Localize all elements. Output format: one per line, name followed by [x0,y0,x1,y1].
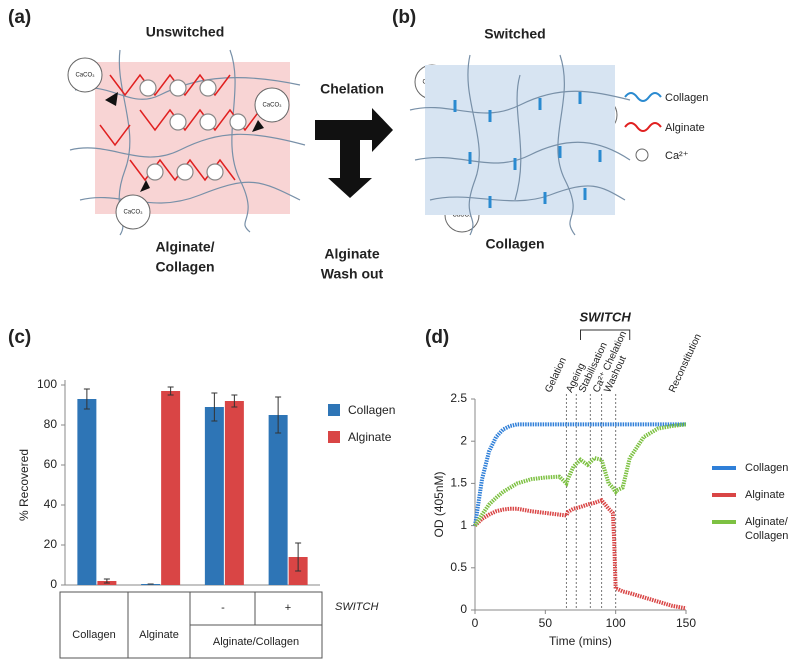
bar [204,407,224,585]
calcium-ions [139,79,247,181]
arrows [105,92,393,198]
legend-label: Alginate/ Collagen [745,516,789,542]
legend-label: Alginate [745,489,785,501]
legend-label: Collagen [348,403,395,417]
y-tick-label: 1.5 [450,476,467,490]
x-axis-label: Time (mins) [549,634,612,648]
group-label: Alginate/Collagen [213,636,299,648]
y-tick-label: 0 [50,577,57,591]
panel-label: (d) [425,327,449,348]
legend-swatch [328,431,340,443]
y-tick-label: 1 [460,518,467,532]
legend-label: Alginate [348,430,392,444]
x-tick-label: 150 [676,616,696,630]
switch-label: SWITCH [579,309,631,324]
crosslinks [453,92,602,208]
bar [268,415,288,585]
process-label: Chelation [320,81,384,97]
process-label: Alginate [324,246,379,262]
panel-label: (b) [392,7,416,28]
y-tick-label: 0 [460,602,467,616]
diagram-label: Collagen [485,236,544,252]
collagen-fibres [409,54,631,236]
diagram-title: Switched [484,26,545,42]
y-tick-label: 80 [44,417,58,431]
panel-label: (c) [8,327,31,348]
y-tick-label: 2.5 [450,391,467,405]
caco3-label: CaCO₃ [262,103,282,109]
bar [224,401,244,585]
legend-label: Alginate [665,122,705,134]
y-tick-label: 0.5 [450,560,467,574]
data-line [473,422,687,527]
data-line [473,422,686,526]
legend-label: Ca²⁺ [665,150,689,162]
x-tick-label: Alginate [139,629,179,641]
error-bar [231,394,238,408]
y-axis-label: OD (405nM) [432,471,446,537]
switch-bracket [580,329,631,340]
panel-label: (a) [8,7,31,28]
bar [77,399,97,585]
process-label: Wash out [321,266,384,282]
phase-label: Reconstitution [667,332,704,394]
error-bar [167,386,174,396]
error-bar [103,578,110,584]
x-tick-label: + [285,602,291,614]
y-tick-label: 60 [44,457,58,471]
caco3-label: CaCO₃ [75,73,95,79]
gel-background [95,62,290,214]
data-line [473,497,687,611]
collagen-fibres [69,49,306,236]
error-bar [83,388,90,410]
y-axis-label: % Recovered [17,449,31,521]
caco3-label: CaCO₃ [123,210,143,216]
bar [161,391,181,585]
caco3-label: CaCO₃ [452,213,472,219]
y-tick-label: 20 [44,537,58,551]
y-tick-label: 40 [44,497,58,511]
legend-symbol [624,92,662,102]
legend-label: Collagen [745,462,789,474]
legend-symbol [624,122,662,132]
x-tick-label: Collagen [72,629,115,641]
legend-label: Collagen [665,92,708,104]
legend-swatch [328,404,340,416]
error-bar [211,392,218,422]
x-tick-label: 100 [606,616,626,630]
diagram-label: Alginate/ [155,239,214,255]
y-tick-label: 100 [37,377,57,391]
x-tick-label: 0 [472,616,479,630]
switch-label: SWITCH [335,601,378,613]
diagram-label: Collagen [155,259,214,275]
x-tick-label: - [221,602,225,614]
legend-symbol [635,148,649,162]
error-bar [295,542,302,572]
diagram-title: Unswitched [146,24,225,40]
error-bar [275,396,282,434]
y-tick-label: 2 [460,433,467,447]
x-tick-label: 50 [539,616,553,630]
